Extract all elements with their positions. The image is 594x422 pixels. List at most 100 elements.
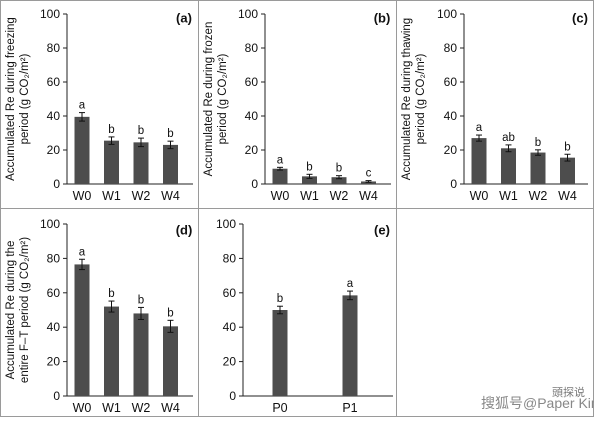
significance-letter: b (564, 141, 570, 153)
significance-letter: b (108, 124, 114, 136)
x-tick-label: W0 (271, 189, 290, 203)
significance-letter: b (138, 125, 144, 137)
y-tick-label: 40 (245, 109, 259, 123)
bar-w2 (133, 313, 149, 396)
significance-letter: b (108, 288, 114, 300)
panel-border-e (198, 208, 397, 417)
y-tick-label: 20 (47, 355, 61, 369)
y-tick-label: 20 (223, 355, 237, 369)
panel-letter: (e) (374, 223, 390, 238)
significance-letter: b (277, 293, 283, 305)
significance-letter: a (347, 278, 354, 290)
bar-w0 (471, 138, 487, 184)
significance-letter: b (138, 294, 144, 306)
significance-letter: a (79, 246, 86, 258)
y-axis-label-line: period (g CO₂/m²) (217, 53, 229, 144)
y-tick-label: 100 (40, 217, 60, 231)
x-tick-label: P0 (272, 401, 287, 415)
x-tick-label: W1 (499, 189, 518, 203)
panel-letter: (a) (176, 11, 192, 26)
y-axis-label-line: entire F–T period (g CO₂/m²) (19, 237, 31, 383)
panel-3: 0 20 40 60 80 100 Accumulated Re during the ent… (5, 217, 193, 415)
significance-letter: b (306, 161, 312, 173)
panel-0: 0 20 40 60 80 100 Accumulated Re during freezi… (5, 7, 193, 203)
y-tick-label: 80 (47, 41, 61, 55)
significance-letter: c (366, 168, 372, 180)
x-tick-label: W4 (359, 189, 378, 203)
significance-letter: b (167, 128, 173, 140)
y-tick-label: 80 (47, 251, 61, 265)
y-tick-label: 60 (444, 75, 458, 89)
significance-letter: a (79, 100, 86, 112)
y-axis-label-line: Accumulated Re during freezing (5, 17, 17, 181)
y-axis-label: Accumulated Re during frozen period (g CO… (203, 22, 229, 177)
bar-w1 (104, 140, 119, 184)
bar-w4 (163, 144, 178, 184)
y-axis-label: Accumulated Re during the entire F–T peri… (5, 237, 31, 383)
x-tick-label: W0 (73, 189, 92, 203)
bar-w0 (74, 116, 90, 184)
y-tick-label: 40 (47, 109, 61, 123)
panel-letter: (d) (176, 223, 193, 238)
y-axis-label: Accumulated Re during thawing period (g C… (401, 18, 427, 180)
x-tick-label: W2 (132, 401, 151, 415)
y-tick-label: 100 (437, 7, 457, 21)
x-tick-label: W4 (161, 401, 180, 415)
y-tick-label: 20 (47, 143, 61, 157)
panel-letter: (c) (572, 11, 588, 26)
panel-border-empty (396, 208, 594, 417)
y-tick-label: 0 (53, 389, 60, 403)
bar-w0 (74, 264, 90, 396)
y-tick-label: 40 (47, 320, 61, 334)
bar-w1 (501, 148, 516, 184)
y-tick-label: 100 (238, 7, 258, 21)
panel-1: 0 20 40 60 80 100 Accumulated Re during frozen… (203, 7, 391, 203)
y-tick-label: 40 (444, 109, 458, 123)
y-tick-label: 20 (245, 143, 259, 157)
bar-p1 (342, 295, 358, 396)
x-tick-label: P1 (342, 401, 357, 415)
y-tick-label: 60 (245, 75, 259, 89)
y-tick-label: 60 (47, 75, 61, 89)
bar-w0 (272, 168, 288, 184)
x-tick-label: W1 (102, 401, 121, 415)
y-axis-label-line: period (g CO₂/m²) (415, 53, 427, 144)
bar-w2 (530, 152, 546, 184)
significance-letter: b (336, 163, 342, 175)
x-tick-label: W1 (102, 189, 121, 203)
x-tick-label: W0 (73, 401, 92, 415)
y-axis-label-line: period (g CO₂/m²) (19, 53, 31, 144)
panel-2: 0 20 40 60 80 100 Accumulated Re during thawin… (401, 7, 588, 203)
bar-w4 (560, 157, 575, 184)
x-tick-label: W2 (132, 189, 151, 203)
x-tick-label: W4 (558, 189, 577, 203)
y-axis-label-line: Accumulated Re during thawing (401, 18, 413, 180)
y-tick-label: 60 (47, 286, 61, 300)
significance-letter: a (476, 122, 483, 134)
y-axis-label-line: Accumulated Re during the (5, 241, 17, 380)
x-tick-label: W2 (529, 189, 548, 203)
panel-letter: (b) (374, 11, 391, 26)
y-tick-label: 60 (223, 286, 237, 300)
significance-letter: b (535, 137, 541, 149)
y-tick-label: 40 (223, 320, 237, 334)
x-tick-label: W1 (300, 189, 319, 203)
y-tick-label: 80 (245, 41, 259, 55)
y-tick-label: 0 (229, 389, 236, 403)
watermark-corner: 頭探说 (552, 385, 585, 399)
y-tick-label: 80 (223, 251, 237, 265)
y-tick-label: 80 (444, 41, 458, 55)
bar-w1 (302, 176, 317, 184)
bar-w4 (163, 326, 178, 396)
bar-w2 (331, 177, 347, 184)
y-tick-label: 0 (53, 177, 60, 191)
bar-w1 (104, 306, 119, 396)
significance-letter: b (167, 307, 173, 319)
x-tick-label: W2 (330, 189, 349, 203)
bar-p0 (272, 310, 288, 396)
y-axis-label: Accumulated Re during freezing period (g … (5, 17, 31, 181)
y-tick-label: 100 (216, 217, 236, 231)
x-tick-label: W0 (470, 189, 489, 203)
panel-4: 0 20 40 60 80 100 (e) b P0 a P1 (216, 217, 393, 415)
